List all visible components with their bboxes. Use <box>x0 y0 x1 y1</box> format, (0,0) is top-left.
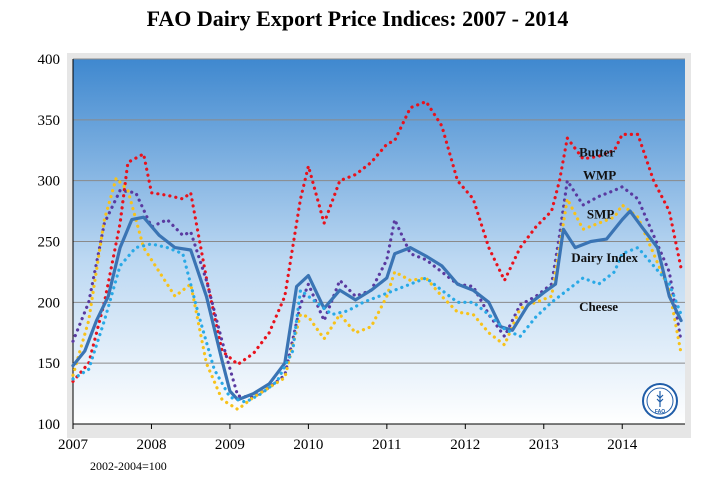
y-tick-label: 300 <box>38 174 61 190</box>
fao-logo-inner-ring <box>646 387 674 415</box>
y-axis: 100 150 200 250 300 350 400 <box>38 52 74 433</box>
y-tick-label: 100 <box>38 417 61 433</box>
y-tick-label: 350 <box>38 113 61 129</box>
fao-logo: FAO <box>642 383 678 419</box>
y-tick-label: 400 <box>38 52 61 68</box>
series-layer <box>71 100 683 411</box>
series-wmp-line <box>71 179 683 399</box>
x-tick-label: 2013 <box>529 437 559 453</box>
x-tick-label: 2012 <box>450 437 480 453</box>
chart-title: FAO Dairy Export Price Indices: 2007 - 2… <box>146 6 569 31</box>
base-period-note: 2002-2004=100 <box>90 459 167 473</box>
x-tick-label: 2007 <box>58 437 89 453</box>
x-tick-label: 2009 <box>215 437 245 453</box>
fao-logo-text: FAO <box>655 409 665 415</box>
wheat-ear-icon <box>656 391 664 407</box>
y-tick-label: 150 <box>38 356 61 372</box>
series-butter-line <box>71 100 683 383</box>
x-tick-label: 2010 <box>293 437 323 453</box>
series-dairy-index-line <box>71 209 683 402</box>
series-label: WMP <box>583 167 616 182</box>
series-smp-line <box>71 176 683 411</box>
x-tick-label: 2011 <box>372 437 401 453</box>
x-tick-label: 2008 <box>136 437 166 453</box>
x-tick-label: 2014 <box>607 437 638 453</box>
series-label: Dairy Index <box>571 250 638 265</box>
x-axis: 2007 2008 2009 2010 2011 2012 2013 2014 <box>58 423 685 453</box>
series-labels: Butter WMP SMP Dairy Index Cheese <box>571 144 638 314</box>
series-label: Cheese <box>579 299 618 314</box>
series-cheese-line <box>71 242 683 404</box>
series-label: Butter <box>579 144 615 159</box>
series-label: SMP <box>587 206 615 221</box>
y-tick-label: 200 <box>38 295 61 311</box>
gridlines <box>73 58 685 364</box>
y-tick-label: 250 <box>38 235 61 251</box>
